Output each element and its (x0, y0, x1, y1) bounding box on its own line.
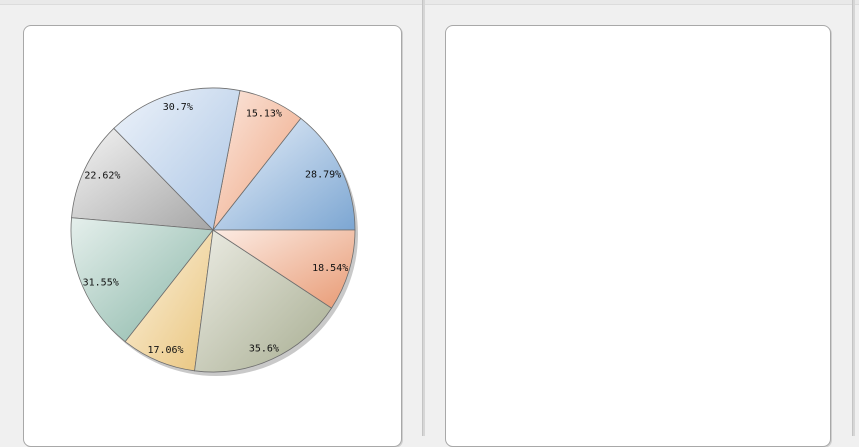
pie-slice-label-2: 15.13% (246, 109, 282, 120)
pie-slice-label-5: 31.55% (83, 277, 119, 288)
pie-slice-label-8: 18.54% (312, 263, 348, 274)
pie-slice-label-4: 22.62% (84, 171, 120, 182)
panel-divider-right (852, 0, 855, 436)
pie-slice-8 (211, 229, 356, 309)
pie-slice-7 (194, 229, 333, 373)
pie-slice-label-3: 30.7% (163, 102, 193, 113)
pie-slice-label-7: 35.6% (249, 344, 279, 355)
pie-slice-label-1: 28.79% (305, 170, 341, 181)
panel-divider-left (422, 0, 425, 436)
pie-slice-4 (71, 127, 215, 231)
pie-slice-1 (212, 117, 356, 231)
pie-chart: 28.79% 15.13% 30.7% 22.62% 31.55% 17.06% 35.6%… (70, 87, 358, 376)
pie-slice-5 (70, 217, 214, 343)
window-top-edge (0, 0, 859, 5)
pie-slice-label-6: 17.06% (147, 345, 183, 356)
pie-slice-3 (113, 87, 241, 231)
chart-panel-right (445, 25, 831, 447)
